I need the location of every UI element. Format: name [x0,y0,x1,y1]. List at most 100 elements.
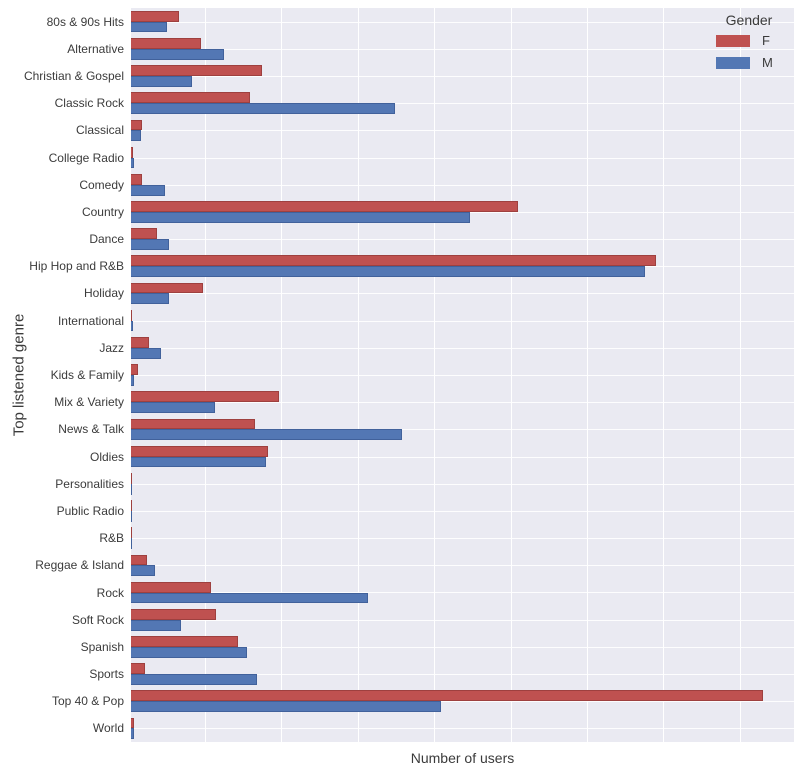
bar-m-spanish [131,646,248,658]
category-row-sports: Sports [0,661,794,688]
bar-f-christian-and-gospel [131,65,263,76]
y-gridline [131,239,794,241]
bar-m-college-radio [131,157,134,169]
bar-group-hip-hop-and-randb [131,253,794,280]
legend: Gender F M [708,12,790,77]
bar-group-reggae-and-island [131,552,794,579]
category-label-classic-rock: Classic Rock [54,96,124,111]
bar-f-personalities [131,472,132,484]
bar-group-international [131,307,794,334]
bar-m-80s-and-90s-hits [131,21,167,33]
y-gridline [131,375,794,376]
bar-m-international [131,320,133,332]
legend-swatch-f-icon [716,34,750,47]
legend-item-m: M [716,55,790,70]
category-row-classical: Classical [0,117,794,144]
bar-group-randb [131,525,794,552]
bar-m-jazz [131,347,161,359]
bar-f-kids-and-family [131,364,138,376]
bar-group-news-and-talk [131,416,794,443]
category-row-news-and-talk: News & Talk [0,416,794,443]
y-gridline [131,320,794,322]
category-label-comedy: Comedy [79,177,124,192]
bar-group-classical [131,117,794,144]
bar-f-international [131,309,132,321]
category-label-top-40-and-pop: Top 40 & Pop [51,694,124,709]
category-row-kids-and-family: Kids & Family [0,361,794,388]
category-label-hip-hop-and-randb: Hip Hop and R&B [29,259,124,274]
y-gridline [131,157,794,159]
category-label-kids-and-family: Kids & Family [50,368,124,383]
bar-m-classical [131,130,141,142]
bar-m-holiday [131,293,170,305]
category-label-personalities: Personalities [55,476,124,491]
bar-group-top-40-and-pop [131,688,794,715]
x-axis-title: Number of users [410,750,515,766]
bar-m-world [131,728,134,740]
bar-f-country [131,201,518,212]
category-row-international: International [0,307,794,334]
bar-f-news-and-talk [131,418,255,430]
bar-m-reggae-and-island [131,565,155,577]
category-row-mix-and-variety: Mix & Variety [0,389,794,416]
bar-m-rock [131,592,369,604]
bar-f-reggae-and-island [131,554,147,566]
bar-group-country [131,198,794,225]
category-label-rock: Rock [96,585,124,600]
category-label-jazz: Jazz [99,340,124,355]
y-gridline [131,75,794,77]
category-row-soft-rock: Soft Rock [0,606,794,633]
category-row-country: Country [0,198,794,225]
category-row-reggae-and-island: Reggae & Island [0,552,794,579]
legend-swatch-m-icon [716,56,750,69]
bar-f-mix-and-variety [131,391,279,403]
category-row-spanish: Spanish [0,633,794,660]
bar-m-news-and-talk [131,429,402,441]
y-gridline [131,184,794,186]
plot-area [131,8,794,742]
bar-m-soft-rock [131,619,181,631]
bar-f-80s-and-90s-hits [131,10,179,22]
y-gridline [131,728,794,730]
category-label-mix-and-variety: Mix & Variety [54,395,124,410]
bar-m-country [131,211,471,223]
bar-m-personalities [131,483,132,495]
bar-f-sports [131,663,145,675]
bar-f-alternative [131,37,202,49]
y-gridline [131,103,794,105]
bar-f-soft-rock [131,608,216,620]
bar-group-spanish [131,633,794,660]
legend-item-f: F [716,33,790,48]
bar-group-christian-and-gospel [131,62,794,89]
bar-group-rock [131,579,794,606]
category-row-personalities: Personalities [0,470,794,497]
category-label-holiday: Holiday [83,286,124,301]
y-gridline [131,429,794,431]
legend-title: Gender [725,12,773,28]
category-label-news-and-talk: News & Talk [58,422,124,437]
bar-group-world [131,715,794,742]
bar-f-public-radio [131,500,132,511]
legend-label-f: F [762,33,770,48]
category-label-classical: Classical [75,123,124,138]
y-gridline [131,565,794,567]
bar-group-holiday [131,280,794,307]
bar-f-classical [131,119,143,131]
category-row-dance: Dance [0,226,794,253]
bar-f-classic-rock [131,92,250,104]
bar-f-holiday [131,282,204,294]
bar-f-jazz [131,337,149,348]
bar-f-top-40-and-pop [131,690,763,702]
y-gridline [131,130,794,132]
bar-group-80s-and-90s-hits [131,8,794,35]
category-row-jazz: Jazz [0,334,794,361]
category-label-world: World [92,721,124,736]
y-gridline [131,402,794,404]
category-label-college-radio: College Radio [48,150,124,165]
y-gridline [131,510,794,512]
bar-m-classic-rock [131,103,395,114]
bar-group-personalities [131,470,794,497]
y-gridline [131,592,794,594]
bar-group-jazz [131,334,794,361]
y-gridline [131,293,794,295]
